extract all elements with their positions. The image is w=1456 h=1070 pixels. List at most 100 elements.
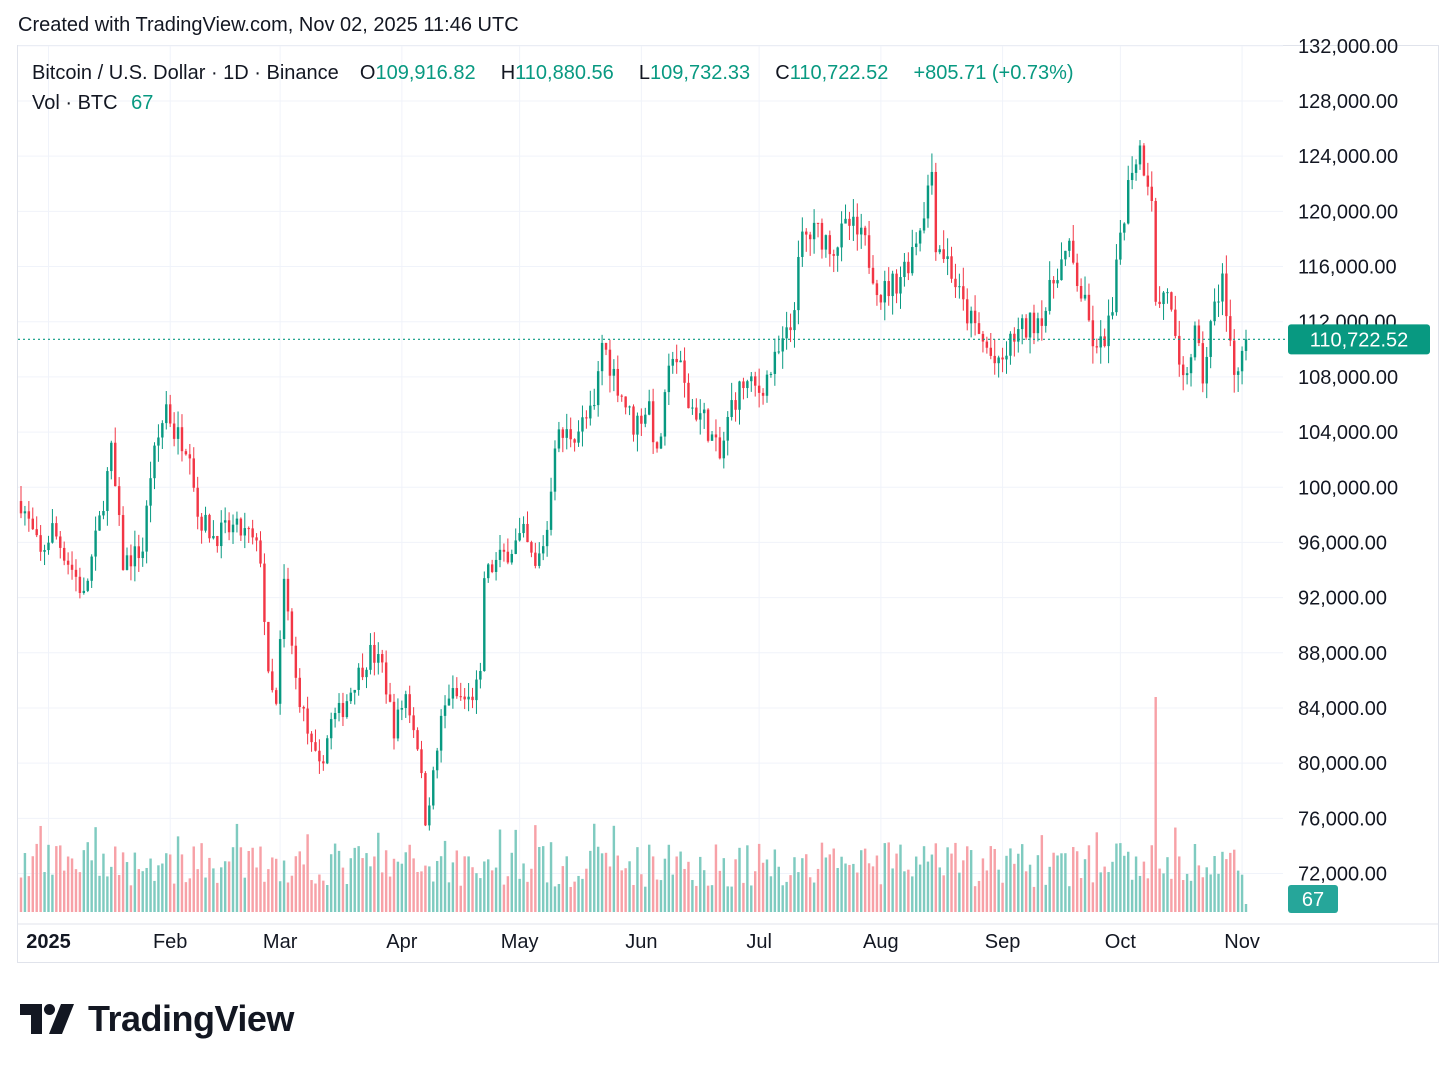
volume-bar (624, 868, 627, 912)
volume-bar (388, 876, 392, 912)
volume-bar (1185, 873, 1189, 912)
candle-body (443, 705, 447, 716)
candle-body (432, 770, 435, 806)
volume-bar (620, 870, 623, 912)
volume-bar (640, 874, 643, 912)
time-tick-label: May (501, 931, 539, 953)
volume-bar (651, 856, 655, 912)
candle-body (78, 576, 82, 593)
candle-body (1001, 357, 1004, 360)
volume-bar (714, 844, 718, 912)
candle-body (754, 376, 757, 386)
candle-body (176, 427, 180, 439)
candle-body (168, 404, 172, 424)
candle-body (651, 401, 655, 443)
candle-body (302, 707, 305, 709)
candle-body (526, 523, 529, 543)
volume-bar (1236, 870, 1240, 912)
candle-body (1068, 240, 1071, 251)
volume-bar (337, 850, 341, 912)
volume-bar (769, 876, 773, 912)
volume-bar (1225, 859, 1228, 912)
candle-body (227, 520, 231, 533)
candle-body (549, 491, 553, 530)
candle-body (216, 535, 219, 547)
candle-body (392, 701, 396, 739)
candle-body (789, 327, 792, 331)
volume-bar (691, 880, 694, 912)
volume-bar (1119, 843, 1122, 912)
volume-bar (1111, 861, 1114, 912)
volume-bar (746, 845, 749, 912)
candle-body (561, 429, 565, 438)
candle-body (632, 406, 635, 435)
volume-bar (1048, 866, 1051, 912)
volume-bar (710, 885, 714, 912)
candle-body (298, 677, 301, 708)
candle-body (1146, 175, 1150, 187)
tradingview-brand[interactable]: TradingView (20, 998, 294, 1040)
candle-body (1225, 273, 1228, 317)
candle-body (1032, 312, 1036, 334)
volume-bar (801, 858, 804, 912)
volume-bar (612, 825, 616, 912)
candle-body (35, 529, 38, 536)
volume-value: 67 (131, 92, 154, 114)
volume-bar (365, 853, 368, 912)
volume-bar (538, 846, 541, 912)
candle-body (1052, 279, 1055, 284)
volume-bar (1193, 844, 1197, 912)
volume-bar (369, 866, 372, 912)
candle-body (1178, 335, 1181, 365)
volume-bar (353, 847, 356, 912)
volume-bar (581, 878, 584, 912)
volume-bar (310, 880, 313, 912)
candle-body (1044, 310, 1047, 326)
candle-body (196, 487, 199, 517)
candle-body (914, 243, 918, 248)
volume-bar (832, 848, 835, 912)
volume-bar (420, 871, 423, 912)
candle-body (883, 281, 886, 303)
volume-bar (777, 866, 780, 912)
candle-body (188, 454, 192, 459)
candle-body (31, 518, 34, 530)
volume-bar (483, 861, 486, 912)
candle-body (863, 227, 867, 236)
candle-body (702, 409, 706, 414)
candle-body (1099, 336, 1102, 348)
volume-bar (322, 880, 325, 912)
change-value: +805.71 (+0.73%) (913, 62, 1074, 84)
volume-bar (373, 856, 376, 912)
candle-body (1126, 180, 1130, 224)
open-value: 109,916.82 (375, 62, 476, 84)
candle-body (357, 667, 360, 690)
symbol-name: Bitcoin / U.S. Dollar · 1D · Binance (32, 62, 339, 84)
candle-body (856, 216, 859, 235)
low-label: L (638, 62, 651, 84)
candle-body (969, 310, 973, 324)
candle-body (852, 216, 855, 226)
volume-bar (1217, 873, 1220, 912)
candle-body (349, 692, 353, 702)
volume-bar (439, 856, 443, 912)
candle-body (1075, 262, 1079, 286)
candle-body (255, 537, 258, 541)
volume-bar (396, 861, 400, 912)
volume-bar (314, 883, 317, 912)
candle-body (687, 382, 690, 409)
volume-bar (455, 850, 459, 912)
candle-body (404, 694, 407, 709)
candle-body (918, 230, 922, 244)
volume-bar (969, 850, 973, 912)
volume-bar (326, 885, 329, 912)
volume-bar (1244, 904, 1248, 912)
volume-bar (282, 860, 286, 912)
volume-bar (596, 846, 600, 912)
candle-body (274, 690, 278, 704)
candle-body (1205, 356, 1208, 384)
time-tick-label: Nov (1224, 931, 1260, 953)
candle-body (966, 299, 969, 324)
volume-bar (702, 870, 706, 912)
